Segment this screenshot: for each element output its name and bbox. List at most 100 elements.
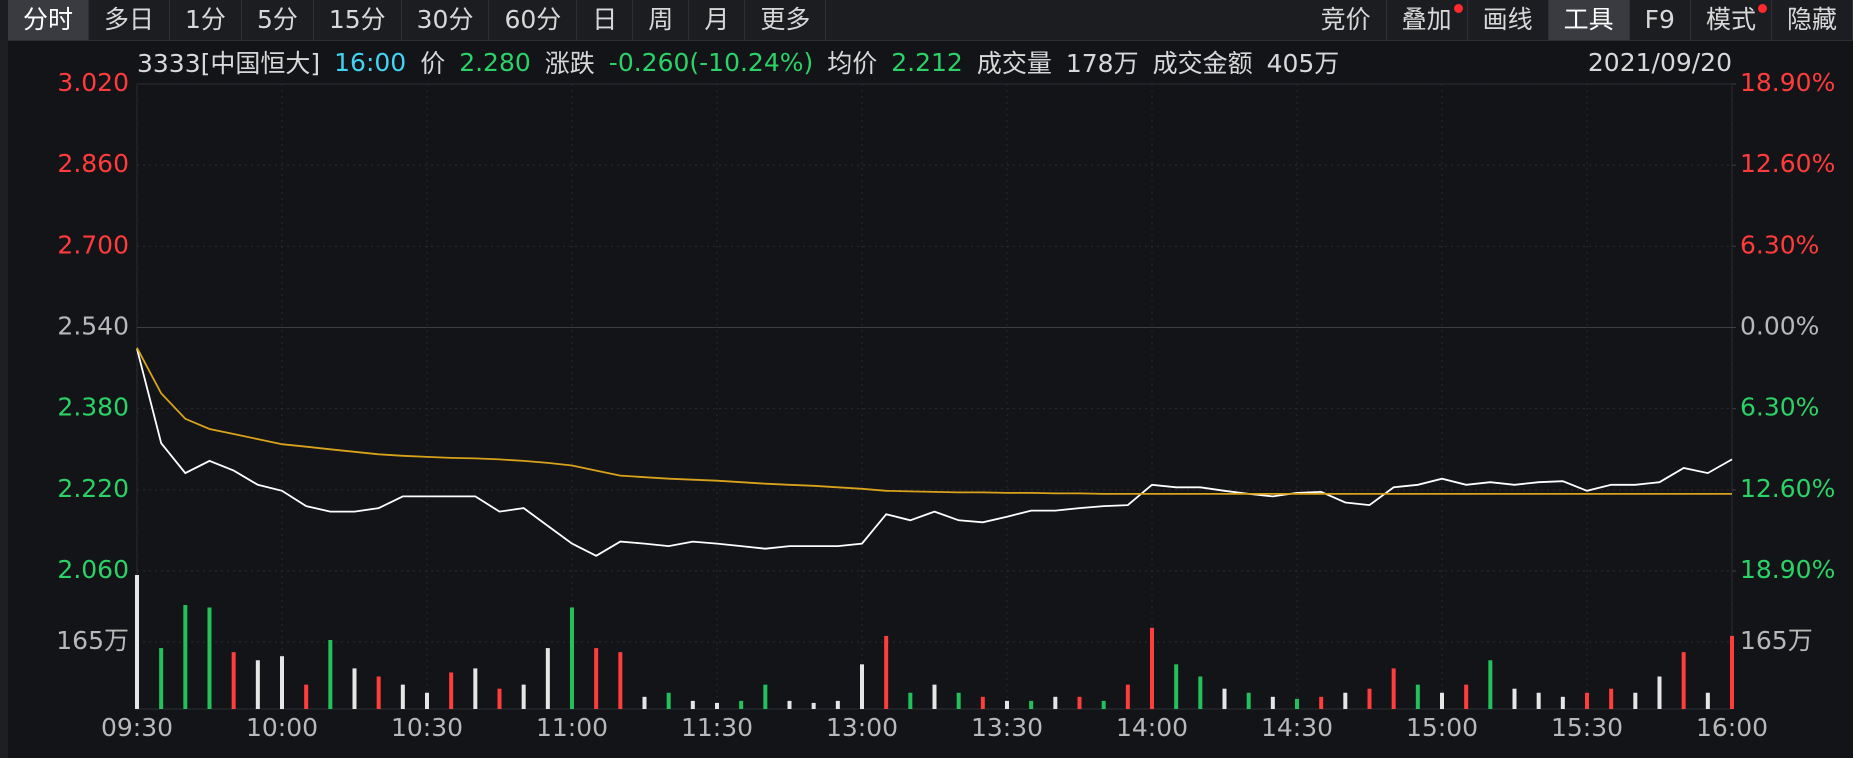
- volume-bar: [642, 696, 647, 709]
- x-tick-label: 11:00: [536, 713, 608, 742]
- x-tick-label: 13:30: [971, 713, 1043, 742]
- volume-bar: [1560, 696, 1565, 709]
- price-line: [136, 348, 1733, 557]
- x-tick-label: 14:00: [1116, 713, 1188, 742]
- volume-bar: [1705, 692, 1710, 709]
- change: -0.260(-10.24%): [608, 47, 814, 77]
- volume-bar: [594, 648, 599, 709]
- volume-bar: [1488, 660, 1493, 709]
- stock-code: 3333[中国恒大]: [137, 49, 321, 78]
- tab[interactable]: 日: [577, 0, 634, 40]
- y2-tick-label: 18.90%: [1740, 68, 1835, 97]
- y2-tick-label: 12.60%: [1740, 474, 1835, 503]
- volume-bar: [545, 648, 550, 709]
- volume-bar: [473, 668, 478, 709]
- volume-bar: [1222, 688, 1227, 709]
- volume-bar: [159, 648, 164, 709]
- plot-frame: [136, 83, 1733, 710]
- quote-info: 3333[中国恒大] 16:00 价 2.280 涨跌 -0.260(-10.2…: [137, 42, 1732, 82]
- y-tick-label: 2.700: [57, 230, 129, 259]
- volume-bar: [739, 700, 744, 709]
- tab[interactable]: 更多: [745, 0, 827, 40]
- volume-bar: [231, 652, 236, 709]
- tab[interactable]: 工具: [1548, 0, 1630, 40]
- tab[interactable]: 5分: [242, 0, 314, 40]
- tab[interactable]: 15分: [314, 0, 402, 40]
- volume-bar: [135, 575, 139, 709]
- y2-tick-label: 6.30%: [1740, 230, 1819, 259]
- quote-date: 2021/09/20: [1587, 47, 1732, 77]
- price: 2.280: [459, 47, 531, 77]
- y-tick-label: 2.060: [57, 555, 129, 584]
- tab[interactable]: 1分: [170, 0, 242, 40]
- volume-bar: [1174, 664, 1179, 709]
- volume-bar: [1512, 688, 1517, 709]
- y-tick-label: 165万: [1740, 626, 1813, 655]
- tab[interactable]: 叠加: [1387, 0, 1468, 40]
- x-tick-label: 09:30: [101, 713, 173, 742]
- x-tick-label: 13:00: [826, 713, 898, 742]
- y-tick-label: 2.220: [57, 474, 129, 503]
- tab[interactable]: 画线: [1468, 0, 1549, 40]
- y-tick-label: 2.860: [57, 149, 129, 178]
- volume-bar: [1730, 635, 1734, 709]
- volume-bar: [328, 639, 333, 709]
- volume-bar: [304, 684, 309, 709]
- volume-bar: [1681, 652, 1686, 709]
- y2-tick-label: 6.30%: [1740, 393, 1819, 422]
- volume-bar: [449, 672, 454, 709]
- plot: 3.020 2.860 2.700 2.540 2.380 2.220 2.060 18.90…: [56, 68, 1835, 742]
- volume-bar: [1319, 696, 1324, 709]
- sidebar: [0, 40, 8, 758]
- toolbar: 分时 多日 1分 5分 15分 30分 60分日周月更多 竞价 叠加 画线 工具 F9 模式 隐藏: [0, 0, 1853, 41]
- volume-bar: [787, 700, 792, 709]
- volume-bar: [1657, 676, 1662, 709]
- volume-bar: [1246, 692, 1251, 709]
- x-tick-label: 14:30: [1261, 713, 1333, 742]
- volume-bar: [1415, 684, 1420, 709]
- volume-bar: [1101, 700, 1106, 709]
- tab[interactable]: 隐藏: [1772, 0, 1853, 40]
- volume-bar: [1270, 696, 1275, 709]
- x-tick-label: 11:30: [681, 713, 753, 742]
- tab[interactable]: 周: [633, 0, 690, 40]
- change-label: 涨跌: [544, 49, 595, 78]
- badge: [1757, 4, 1767, 13]
- y2-tick-label: 18.90%: [1740, 555, 1835, 584]
- volume-bar: [1609, 688, 1614, 709]
- tab[interactable]: 月: [689, 0, 746, 40]
- tab[interactable]: 60分: [489, 0, 578, 40]
- volume-label: 成交量: [976, 49, 1052, 78]
- y-tick-label: 165万: [56, 626, 129, 655]
- volume-bar: [1440, 692, 1444, 709]
- tab[interactable]: 模式: [1691, 0, 1772, 40]
- volume-bar: [1029, 700, 1034, 709]
- volume-bar: [690, 700, 695, 709]
- x-tick-label: 10:00: [246, 713, 318, 742]
- tab[interactable]: 多日: [89, 0, 171, 40]
- volume-bar: [1343, 692, 1348, 709]
- x-tick-label: 15:00: [1406, 713, 1478, 742]
- volume-bar: [400, 684, 405, 709]
- period-tabs: 分时 多日 1分 5分 15分 30分 60分日周月更多: [8, 0, 827, 40]
- volume-bar: [1391, 668, 1396, 709]
- tab[interactable]: 分时: [8, 0, 90, 40]
- volume-bar: [1295, 698, 1299, 709]
- volume-bar: [1125, 684, 1130, 709]
- tab[interactable]: 竞价: [1306, 0, 1387, 40]
- x-tick-label: 16:00: [1696, 713, 1768, 742]
- volume-bar: [207, 607, 212, 709]
- volume-bar: [956, 692, 961, 709]
- volume-bar: [497, 688, 502, 709]
- volume-bar: [763, 684, 768, 709]
- tab[interactable]: 30分: [402, 0, 490, 40]
- volume-bar: [1536, 692, 1541, 709]
- tab[interactable]: F9: [1630, 0, 1691, 40]
- volume-bar: [1585, 692, 1589, 709]
- volume-bar: [908, 692, 913, 709]
- avg-price: 2.212: [891, 47, 963, 77]
- y-tick-label: 3.020: [57, 68, 129, 97]
- volume-bar: [618, 652, 623, 709]
